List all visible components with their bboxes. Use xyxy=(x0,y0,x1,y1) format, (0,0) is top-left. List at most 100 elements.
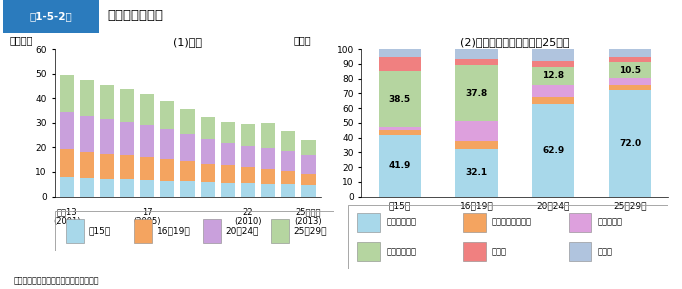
Bar xyxy=(100,85,114,119)
Text: 25～29歳: 25～29歳 xyxy=(294,226,327,235)
Bar xyxy=(301,140,316,155)
Bar xyxy=(261,184,276,197)
Bar xyxy=(221,183,235,197)
Text: 自動車乗車中: 自動車乗車中 xyxy=(386,218,416,227)
Bar xyxy=(140,157,154,180)
Text: 25（年）: 25（年） xyxy=(296,208,321,216)
Bar xyxy=(59,149,74,177)
Bar xyxy=(379,135,421,197)
Bar xyxy=(281,131,295,151)
Bar xyxy=(201,139,215,164)
Text: 22: 22 xyxy=(243,208,253,216)
Bar xyxy=(120,179,134,197)
Bar xyxy=(59,177,74,197)
Text: 32.1: 32.1 xyxy=(466,168,488,177)
Bar xyxy=(569,242,591,261)
Bar xyxy=(463,242,486,261)
Text: （％）: （％） xyxy=(294,35,312,45)
Text: 交通事故死傷者: 交通事故死傷者 xyxy=(107,10,163,23)
Bar xyxy=(609,78,651,85)
Text: (2005): (2005) xyxy=(134,217,161,226)
Bar xyxy=(59,112,74,149)
Bar xyxy=(241,167,255,183)
Text: 12.8: 12.8 xyxy=(542,71,564,80)
Bar xyxy=(456,149,498,197)
Text: 自転車乗用中: 自転車乗用中 xyxy=(386,247,416,256)
Bar xyxy=(281,171,295,184)
Bar xyxy=(160,181,175,197)
Text: 41.9: 41.9 xyxy=(389,161,411,170)
Bar xyxy=(532,104,574,197)
Bar xyxy=(357,242,380,261)
Bar xyxy=(456,66,498,121)
Bar xyxy=(379,58,421,71)
Bar xyxy=(203,219,221,243)
Bar xyxy=(532,61,574,66)
Bar xyxy=(80,151,94,178)
Bar xyxy=(261,148,276,169)
Text: 平成13: 平成13 xyxy=(57,208,77,216)
Bar xyxy=(221,165,235,183)
FancyBboxPatch shape xyxy=(3,0,99,97)
Text: ㅔ1-5-2図: ㅔ1-5-2図 xyxy=(29,11,72,21)
Title: (2)状態別構成割合（平成25年）: (2)状態別構成割合（平成25年） xyxy=(460,37,569,47)
Bar xyxy=(301,155,316,174)
Bar xyxy=(241,146,255,167)
Bar xyxy=(301,185,316,197)
Text: 自動二輪車乗車中: 自動二輪車乗車中 xyxy=(492,218,532,227)
Bar xyxy=(201,164,215,182)
Text: 20～24歳: 20～24歳 xyxy=(225,226,258,235)
Bar xyxy=(456,141,498,149)
Bar xyxy=(281,151,295,171)
Bar xyxy=(261,169,276,184)
Text: ～15歳: ～15歳 xyxy=(88,226,110,235)
Text: (2013): (2013) xyxy=(295,217,323,226)
Bar xyxy=(100,154,114,179)
Bar xyxy=(221,143,235,165)
Bar xyxy=(65,219,84,243)
Text: 37.8: 37.8 xyxy=(465,89,488,98)
Bar xyxy=(241,183,255,197)
Bar xyxy=(532,66,574,85)
Bar xyxy=(134,219,152,243)
Bar xyxy=(160,159,175,181)
Bar xyxy=(201,182,215,197)
Bar xyxy=(140,125,154,157)
Bar xyxy=(379,130,421,135)
Bar xyxy=(569,213,591,232)
Text: その他: その他 xyxy=(598,247,613,256)
Bar xyxy=(357,213,380,232)
Text: （出典）警察庁「交通事故の発生状況」: （出典）警察庁「交通事故の発生状況」 xyxy=(14,276,99,285)
Text: 72.0: 72.0 xyxy=(619,139,641,148)
Text: （万人）: （万人） xyxy=(10,35,33,45)
Text: 10.5: 10.5 xyxy=(619,66,641,75)
Bar xyxy=(100,119,114,154)
Bar xyxy=(120,122,134,155)
Bar xyxy=(100,179,114,197)
Bar xyxy=(160,129,175,159)
Bar xyxy=(80,80,94,116)
Bar xyxy=(609,85,651,90)
Bar xyxy=(59,75,74,112)
Bar xyxy=(120,89,134,122)
Bar xyxy=(456,49,498,59)
Bar xyxy=(221,122,235,143)
Bar xyxy=(609,49,651,57)
Bar xyxy=(241,124,255,146)
Bar xyxy=(532,49,574,61)
Bar xyxy=(181,134,194,161)
Bar xyxy=(181,109,194,134)
Title: (1)推移: (1)推移 xyxy=(173,37,202,47)
Bar xyxy=(160,101,175,129)
Bar xyxy=(463,213,486,232)
Bar xyxy=(271,219,289,243)
Bar xyxy=(456,59,498,66)
Bar xyxy=(201,117,215,139)
Text: 38.5: 38.5 xyxy=(389,95,411,103)
Bar xyxy=(80,116,94,151)
Bar xyxy=(532,97,574,104)
Bar xyxy=(181,181,194,197)
Bar xyxy=(181,161,194,181)
Bar xyxy=(140,180,154,197)
Bar xyxy=(532,85,574,97)
